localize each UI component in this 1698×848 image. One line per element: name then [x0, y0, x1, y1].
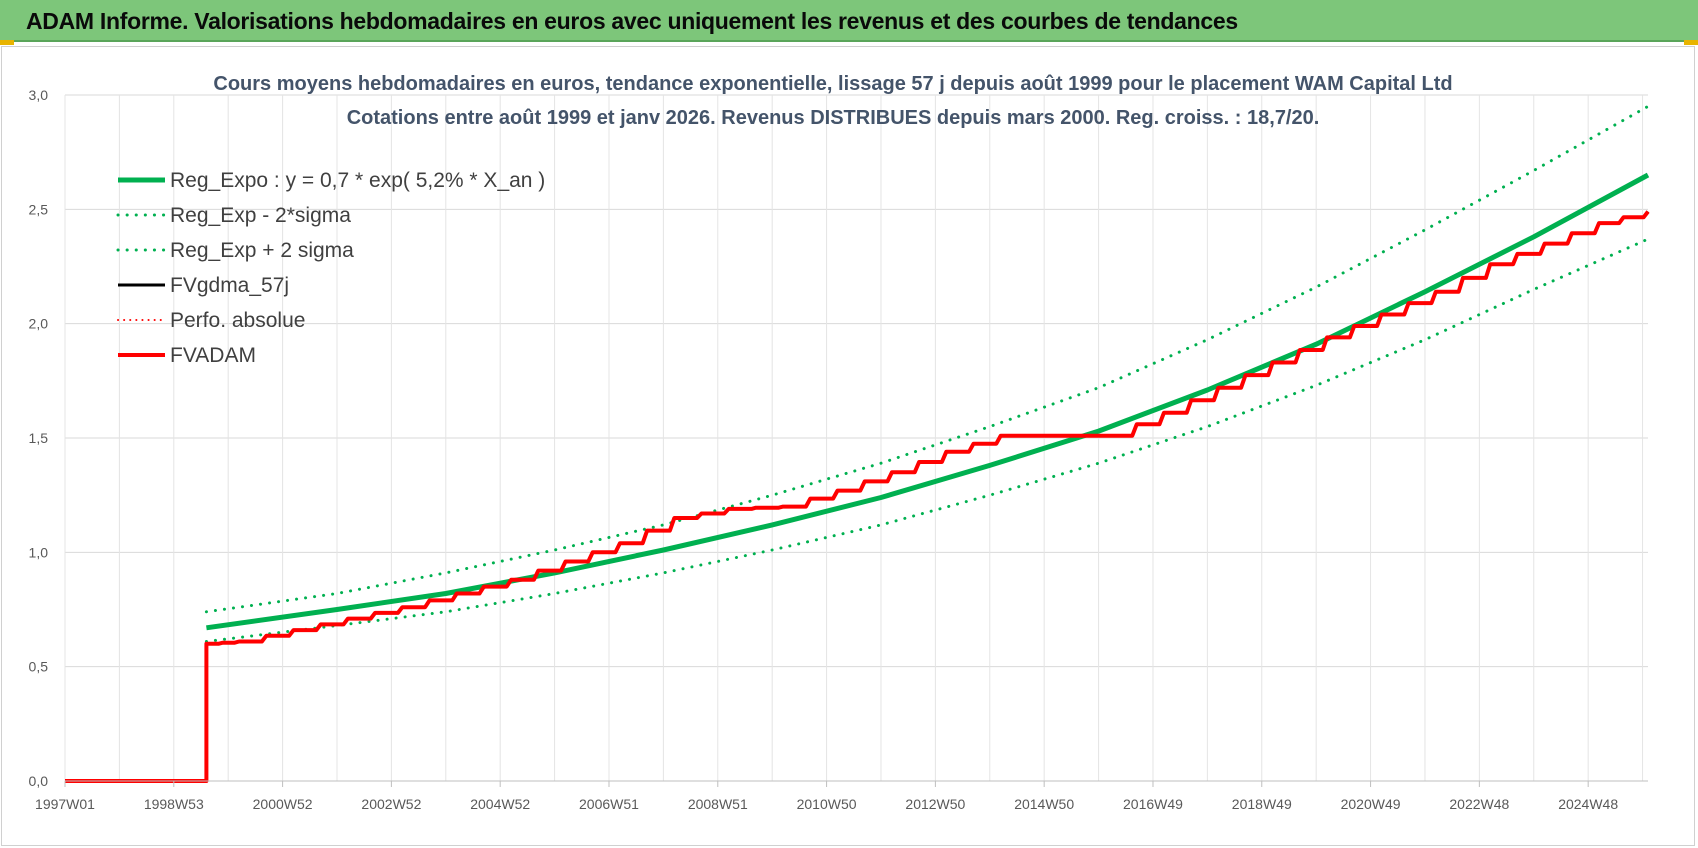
legend-label: Reg_Exp - 2*sigma	[170, 204, 351, 227]
y-tick-label: 1,5	[29, 430, 49, 446]
legend-label: Perfo. absolue	[170, 309, 305, 332]
x-tick-label: 2016W49	[1123, 796, 1183, 812]
chart-frame	[1, 46, 1695, 846]
x-tick-label: 2004W52	[470, 796, 530, 812]
chart-title: Cours moyens hebdomadaires en euros, ten…	[213, 73, 1452, 95]
header-bar: ADAM Informe. Valorisations hebdomadaire…	[0, 0, 1698, 42]
x-tick-label: 2020W49	[1341, 796, 1401, 812]
y-tick-label: 3,0	[29, 87, 49, 103]
legend-label: FVADAM	[170, 344, 256, 367]
series-4	[65, 210, 1650, 783]
chart-subtitle: Cotations entre août 1999 et janv 2026. …	[347, 107, 1320, 129]
x-tick-label: 2022W48	[1449, 796, 1509, 812]
y-tick-label: 2,5	[29, 201, 49, 217]
x-tick-label: 2002W52	[361, 796, 421, 812]
series-layer	[65, 104, 1650, 783]
x-tick-label: 2024W48	[1558, 796, 1618, 812]
x-tick-label: 2006W51	[579, 796, 639, 812]
x-tick-label: 1997W01	[35, 796, 95, 812]
series-2	[204, 104, 1650, 614]
x-tick-label: 2018W49	[1232, 796, 1292, 812]
legend-label: Reg_Expo : y = 0,7 * exp( 5,2% * X_an )	[170, 169, 545, 192]
corner-marker-right	[1684, 40, 1698, 45]
y-tick-label: 0,5	[29, 659, 49, 675]
x-tick-label: 2014W50	[1014, 796, 1074, 812]
x-tick-label: 2012W50	[905, 796, 965, 812]
legend: Reg_Expo : y = 0,7 * exp( 5,2% * X_an ) R…	[116, 169, 545, 367]
axis-layer: 0,0 0,5 1,0 1,5 2,0 2,5 3,0 1997W01 1998W53 2000W…	[29, 87, 1648, 812]
x-tick-label: 2010W50	[797, 796, 857, 812]
series-0	[206, 172, 1650, 631]
page-title: ADAM Informe. Valorisations hebdomadaire…	[26, 8, 1238, 34]
y-tick-label: 0,0	[29, 773, 49, 789]
x-tick-label: 1998W53	[144, 796, 204, 812]
x-tick-label: 2000W52	[253, 796, 313, 812]
legend-label: FVgdma_57j	[170, 274, 289, 297]
legend-label: Reg_Exp + 2 sigma	[170, 239, 354, 262]
x-tick-label: 2008W51	[688, 796, 748, 812]
y-tick-label: 2,0	[29, 316, 49, 332]
y-tick-label: 1,0	[29, 544, 49, 560]
corner-marker-left	[0, 40, 14, 45]
grid-layer	[64, 94, 1648, 782]
